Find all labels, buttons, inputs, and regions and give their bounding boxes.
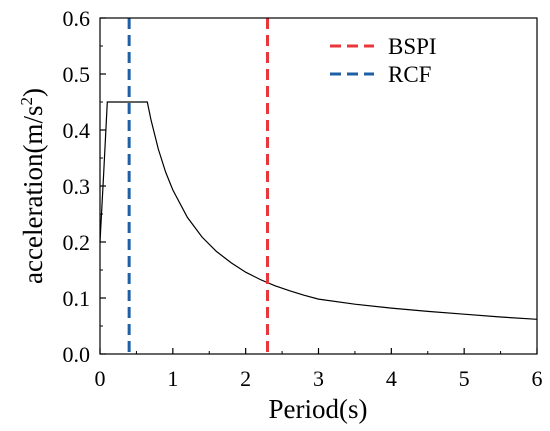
plot-area xyxy=(100,18,537,354)
legend-label-bspi: BSPI xyxy=(388,34,437,59)
y-tick-label-2: 0.2 xyxy=(63,230,91,255)
y-tick-label-0: 0.0 xyxy=(63,342,91,367)
y-tick-label-1: 0.1 xyxy=(63,286,91,311)
x-tick-label-5: 5 xyxy=(459,366,470,391)
x-tick-label-6: 6 xyxy=(532,366,543,391)
tick-labels: 0 1 2 3 4 5 6 0.0 0.1 0.2 0.3 0.4 0.5 0.6 xyxy=(63,6,543,391)
legend-label-rcf: RCF xyxy=(388,62,431,87)
spectrum-curve xyxy=(99,101,538,320)
x-tick-label-1: 1 xyxy=(167,366,178,391)
y-tick-label-6: 0.6 xyxy=(63,6,91,31)
y-tick-label-3: 0.3 xyxy=(63,174,91,199)
y-axis-title-close: ) xyxy=(18,88,48,97)
y-tick-label-5: 0.5 xyxy=(63,62,91,87)
plot-frame xyxy=(99,17,538,355)
series-layer xyxy=(99,18,538,354)
y-tick-label-4: 0.4 xyxy=(63,118,91,143)
x-tick-label-3: 3 xyxy=(313,366,324,391)
y-axis-title: acceleration(m/s2) xyxy=(17,88,48,284)
legend: BSPI RCF xyxy=(330,34,437,87)
y-axis-title-superscript: 2 xyxy=(17,97,36,106)
x-tick-label-4: 4 xyxy=(386,366,397,391)
x-axis-title: Period(s) xyxy=(269,394,368,424)
x-tick-label-0: 0 xyxy=(95,366,106,391)
y-axis-title-main: acceleration(m/s xyxy=(18,106,48,284)
x-tick-label-2: 2 xyxy=(240,366,251,391)
